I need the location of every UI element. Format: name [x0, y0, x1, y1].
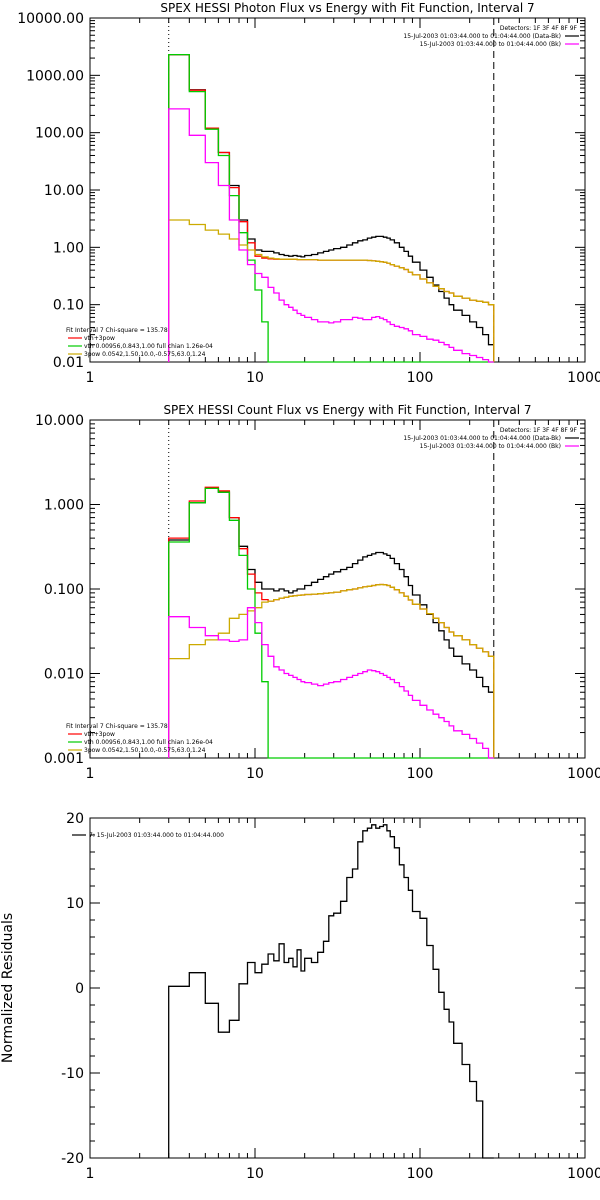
y-tick-label: 1.000	[44, 498, 84, 514]
y-tick-label: 0.001	[44, 751, 84, 767]
legend-entry-text: 7: 15-Jul-2003 01:03:44.000 to 01:04:44.…	[89, 832, 224, 839]
legend-entry-text: vth 0.00956,0.843,1.00 full chian 1.26e-…	[84, 739, 213, 746]
x-tick-label: 1	[86, 370, 95, 386]
y-tick-label: 0	[75, 981, 84, 997]
y-tick-label: 100.00	[35, 126, 84, 142]
y-tick-label: 10.000	[35, 413, 84, 429]
chart-title: SPEX HESSI Count Flux vs Energy with Fit…	[163, 403, 531, 417]
x-tick-label: 10	[246, 766, 264, 782]
series-line-3	[168, 487, 494, 759]
x-tick-label: 1	[86, 1166, 95, 1182]
y-tick-label: 0.10	[53, 298, 84, 314]
legend-entry-text: 15-Jul-2003 01:03:44.000 to 01:04:44.000…	[403, 33, 561, 40]
legend-entry-text: Fit Interval 7 Chi-square = 135.78	[66, 723, 168, 730]
y-tick-label: 10000.00	[17, 11, 84, 27]
y-tick-label: 10.00	[44, 183, 84, 199]
y-tick-label: 0.01	[53, 355, 84, 371]
x-tick-label: 100	[407, 370, 434, 386]
y-tick-label: 10	[66, 896, 84, 912]
y-tick-label: -10	[61, 1066, 84, 1082]
chart-panel-1: 1 10 100 1000 0.01 0.10 1.00 10.00 100.00 1000.00…	[17, 1, 600, 386]
y-tick-label: 20	[66, 811, 84, 827]
x-tick-label: 1000	[567, 1166, 600, 1182]
legend-entry-text: 3pow 0.0542,1.50,10.0,-0.575,63.0,1.24	[84, 351, 206, 358]
legend-entry-text: vth+3pow	[84, 731, 115, 738]
chart-panel-3: 1 10 100 1000 -20 -10 0 10 20 Normalized Residual…	[0, 811, 600, 1182]
legend-entry-text: Fit Interval 7 Chi-square = 135.78	[66, 327, 168, 334]
series-line-4	[168, 583, 495, 758]
plot-frame	[89, 817, 586, 1159]
y-tick-label: 0.010	[44, 667, 84, 683]
y-tick-label: 1000.00	[26, 68, 84, 84]
series-line-1	[168, 487, 495, 758]
chart-title: SPEX HESSI Photon Flux vs Energy with Fi…	[160, 1, 534, 15]
legend-entry-text: Detectors: 1F 3F 4F 8F 9F	[500, 25, 578, 32]
legend-entry-text: vth+3pow	[84, 335, 115, 342]
series-line-2	[168, 53, 495, 362]
legend-entry-text: Detectors: 1F 3F 4F 8F 9F	[500, 427, 578, 434]
legend-entry-text: 15-Jul-2003 01:03:44.000 to 01:04:44.000…	[420, 41, 561, 48]
x-tick-label: 100	[407, 1166, 434, 1182]
y-tick-label: -20	[61, 1151, 84, 1167]
legend-entry-text: 3pow 0.0542,1.50,10.0,-0.575,63.0,1.24	[84, 747, 206, 754]
x-tick-label: 10	[246, 1166, 264, 1182]
y-tick-label: 1.00	[53, 240, 84, 256]
series-line-1	[168, 53, 495, 362]
y-axis-label: Normalized Residuals	[0, 913, 16, 1063]
x-tick-label: 10	[246, 370, 264, 386]
x-tick-label: 100	[407, 766, 434, 782]
series-line-3	[168, 53, 494, 363]
y-tick-label: 0.100	[44, 582, 84, 598]
plot-frame	[89, 419, 586, 759]
series-line-5	[168, 607, 494, 759]
x-tick-label: 1000	[567, 370, 600, 386]
x-tick-label: 1000	[567, 766, 600, 782]
series-line-1	[168, 824, 494, 1159]
x-tick-label: 1	[86, 766, 95, 782]
series-line-4	[168, 219, 495, 362]
legend-entry-text: 15-Jul-2003 01:03:44.000 to 01:04:44.000…	[420, 443, 561, 450]
chart-panel-2: 1 10 100 1000 0.001 0.010 0.100 1.000 10.000 SPEX…	[35, 403, 600, 782]
series-line-5	[168, 108, 494, 363]
series-line-2	[168, 486, 495, 758]
plot-frame	[89, 17, 586, 363]
legend-entry-text: vth 0.00956,0.843,1.00 full chian 1.26e-…	[84, 343, 213, 350]
legend-entry-text: 15-Jul-2003 01:03:44.000 to 01:04:44.000…	[403, 435, 561, 442]
